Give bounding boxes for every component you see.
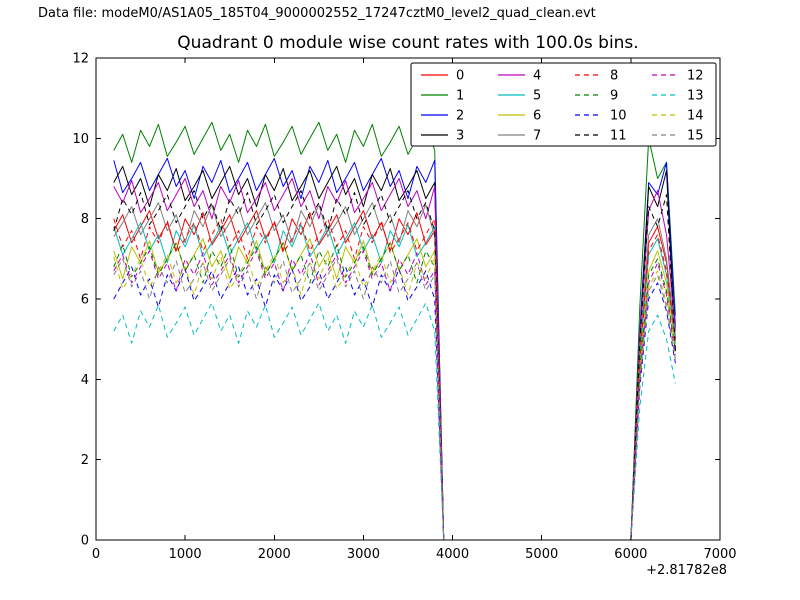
legend-label-6: 6 [533, 109, 541, 124]
legend-label-9: 9 [610, 89, 618, 104]
x-tick-label: 6000 [614, 547, 647, 562]
x-tick-label: 4000 [436, 547, 469, 562]
x-tick-label: 3000 [347, 547, 380, 562]
y-tick-label: 2 [81, 453, 89, 468]
series-line-4 [113, 178, 676, 541]
y-tick-label: 10 [72, 132, 89, 147]
x-tick-label: 5000 [525, 547, 558, 562]
legend-label-4: 4 [533, 69, 541, 84]
series-line-10 [113, 266, 676, 541]
legend-label-1: 1 [456, 89, 464, 104]
series-line-6 [113, 238, 676, 541]
legend-label-8: 8 [610, 69, 618, 84]
x-axis-offset-label: +2.81782e8 [646, 563, 727, 578]
series-line-9 [113, 242, 676, 541]
legend-label-10: 10 [610, 109, 627, 124]
y-tick-label: 4 [81, 373, 89, 388]
x-tick-label: 2000 [258, 547, 291, 562]
series-line-5 [113, 222, 676, 541]
legend-label-14: 14 [687, 109, 704, 124]
series-line-14 [113, 254, 676, 541]
y-tick-label: 12 [72, 52, 89, 67]
legend-label-7: 7 [533, 129, 541, 144]
data-file-label: Data file: modeM0/AS1A05_185T04_90000025… [38, 6, 596, 21]
series-line-11 [113, 190, 676, 541]
series-line-13 [113, 302, 676, 541]
series-line-3 [113, 165, 676, 541]
y-tick-label: 6 [81, 293, 89, 308]
series-line-12 [113, 250, 676, 541]
y-tick-label: 8 [81, 212, 89, 227]
x-tick-label: 0 [92, 547, 100, 562]
legend-label-13: 13 [687, 89, 704, 104]
legend-box [410, 62, 717, 147]
series-line-7 [113, 202, 676, 541]
x-tick-label: 1000 [169, 547, 202, 562]
chart-title: Quadrant 0 module wise count rates with … [177, 33, 639, 53]
series-line-8 [113, 218, 676, 541]
legend-label-3: 3 [456, 129, 464, 144]
legend-label-15: 15 [687, 129, 704, 144]
y-tick-label: 0 [81, 534, 89, 549]
legend-label-12: 12 [687, 69, 704, 84]
legend-label-11: 11 [610, 129, 627, 144]
series-line-0 [113, 210, 676, 541]
legend-label-2: 2 [456, 109, 464, 124]
legend-label-5: 5 [533, 89, 541, 104]
legend-label-0: 0 [456, 69, 464, 84]
x-tick-label: 7000 [703, 547, 736, 562]
series-line-15 [113, 258, 676, 541]
